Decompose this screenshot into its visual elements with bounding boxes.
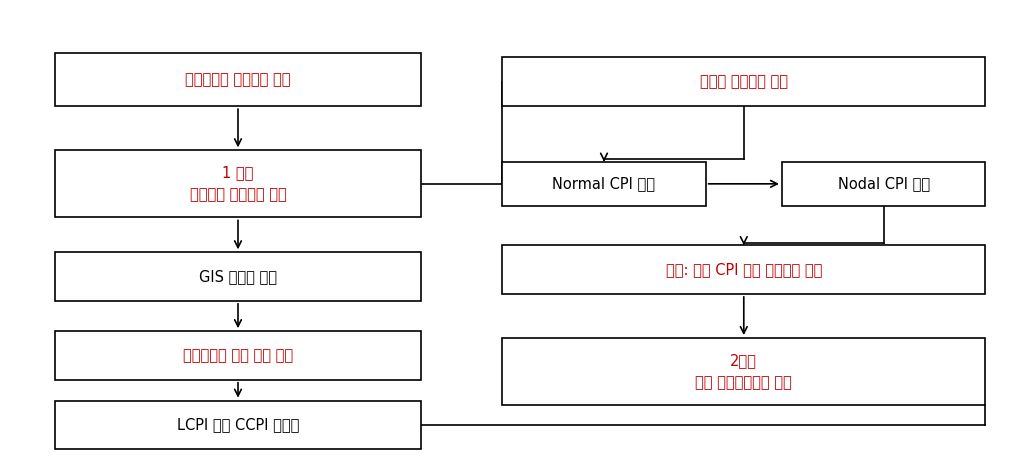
FancyBboxPatch shape (55, 53, 421, 106)
FancyBboxPatch shape (55, 252, 421, 301)
FancyBboxPatch shape (55, 401, 421, 449)
Text: 비점오염원 관리지역 지정: 비점오염원 관리지역 지정 (186, 72, 291, 87)
FancyBboxPatch shape (502, 338, 985, 405)
FancyBboxPatch shape (502, 245, 985, 294)
Text: Normal CPI 계산: Normal CPI 계산 (552, 177, 656, 191)
Text: 1 단계
집수구역 우선순위 산정: 1 단계 집수구역 우선순위 산정 (190, 165, 286, 202)
Text: 유역의 수질환경 검토: 유역의 수질환경 검토 (700, 74, 788, 89)
FancyBboxPatch shape (502, 58, 985, 106)
Text: 오염부하량 또는 농도 평가: 오염부하량 또는 농도 평가 (182, 348, 293, 363)
FancyBboxPatch shape (782, 162, 985, 206)
Text: LCPI 또는 CCPI 표준화: LCPI 또는 CCPI 표준화 (176, 417, 299, 432)
FancyBboxPatch shape (55, 150, 421, 218)
FancyBboxPatch shape (55, 331, 421, 380)
Text: GIS 주제도 편집: GIS 주제도 편집 (199, 269, 277, 284)
Text: 2단계
우선 사업대상지구 선정: 2단계 우선 사업대상지구 선정 (695, 353, 792, 390)
Text: 결과: 높은 CPI 점수 집수구역 세트: 결과: 높은 CPI 점수 집수구역 세트 (665, 262, 822, 277)
FancyBboxPatch shape (502, 162, 705, 206)
Text: Nodal CPI 계산: Nodal CPI 계산 (837, 177, 930, 191)
